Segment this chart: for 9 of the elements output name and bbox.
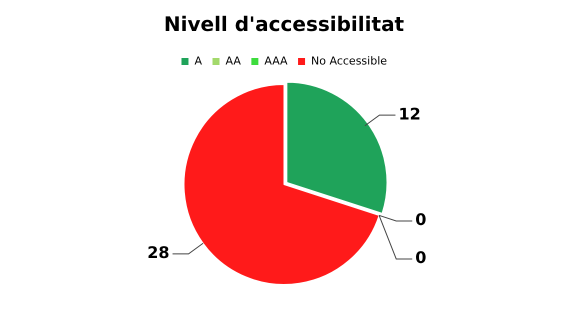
legend-label: AA — [226, 54, 242, 68]
legend-label: No Accessible — [311, 54, 388, 68]
text: 0 — [415, 248, 426, 268]
data-label: 28 — [147, 243, 170, 262]
legend-label: AAA — [264, 54, 288, 68]
text: 0 — [415, 210, 426, 230]
data-label: 12 — [398, 104, 421, 124]
chart-title: Nivell d'accessibilitat — [164, 12, 405, 36]
legend-label: A — [194, 54, 202, 68]
